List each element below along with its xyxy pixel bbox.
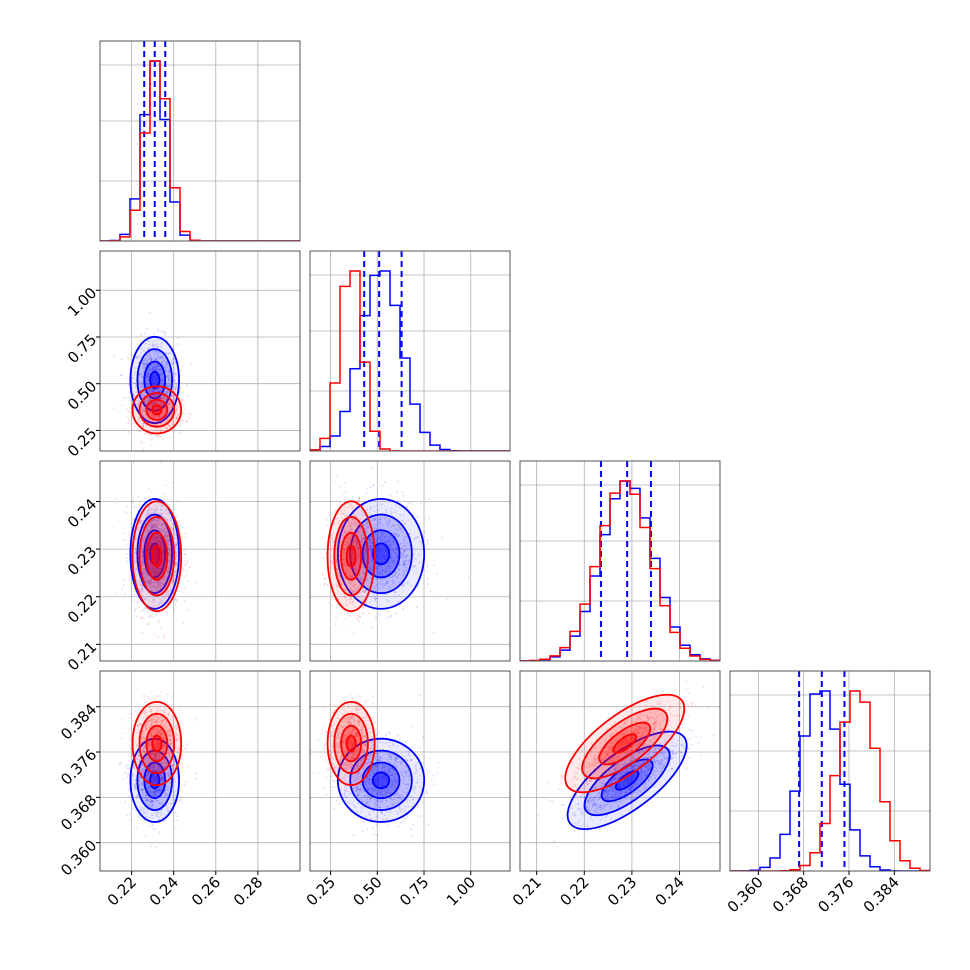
x-tick-label: 0.23	[604, 873, 640, 909]
contour-series-1	[138, 712, 176, 775]
contour-series-1	[340, 531, 363, 581]
x-tick-label: 0.360	[724, 873, 767, 916]
x-tick-label: 0.22	[556, 873, 592, 909]
y-tick-label: 0.50	[64, 377, 100, 413]
x-tick-label: 0.24	[146, 873, 182, 909]
panel-2-0	[114, 461, 197, 640]
y-tick-label: 0.24	[64, 495, 100, 531]
contour-series-1	[345, 544, 357, 568]
x-tick-label: 0.28	[230, 873, 266, 909]
contour-series-0	[614, 770, 640, 791]
panel-frame	[309, 460, 511, 662]
x-tick-label: 0.24	[652, 873, 688, 909]
contour-series-1	[138, 516, 176, 597]
contour-series-1	[151, 544, 163, 568]
y-tick-label: 0.21	[64, 638, 100, 674]
panel-content	[520, 461, 720, 661]
contour-series-0	[361, 529, 401, 579]
contour-series-1	[145, 531, 169, 581]
panel-content	[730, 671, 930, 871]
panel-content	[112, 311, 193, 451]
contour-series-1	[612, 733, 638, 754]
contour-series-1	[564, 693, 686, 794]
panel-3-1	[312, 693, 439, 837]
y-tick-label: 0.22	[64, 590, 100, 626]
x-tick-label: 0.26	[188, 873, 224, 909]
histogram-series-1	[520, 480, 720, 661]
x-tick-label: 0.22	[104, 873, 140, 909]
contour-series-0	[371, 542, 391, 566]
grid-layer	[100, 41, 930, 871]
contour-series-1	[581, 707, 669, 780]
panel-content	[537, 680, 715, 843]
histogram-series-0	[520, 480, 720, 661]
x-tick-label: 0.368	[769, 873, 812, 916]
panel-2-1	[321, 466, 471, 635]
panel-3-3	[730, 671, 930, 871]
contour-series-1	[145, 398, 169, 421]
panel-frame	[519, 670, 721, 872]
histogram-series-1	[100, 60, 300, 241]
panel-frame	[99, 40, 301, 242]
panel-0-0	[100, 41, 300, 241]
data-layer	[100, 41, 930, 871]
panel-content	[310, 251, 510, 451]
panel-frame	[99, 460, 301, 662]
contour-series-1	[340, 724, 363, 763]
contour-series-1	[138, 392, 176, 428]
y-tick-label: 0.368	[57, 791, 100, 834]
contour-series-0	[371, 771, 391, 790]
contour-series-0	[149, 370, 161, 390]
x-tick-label: 0.50	[349, 873, 385, 909]
contour-series-0	[349, 749, 413, 811]
panel-2-2	[520, 461, 720, 661]
x-tick-label: 1.00	[443, 873, 479, 909]
contour-series-1	[333, 712, 369, 775]
panel-content	[118, 691, 198, 849]
contour-series-0	[143, 360, 167, 400]
x-tick-label: 0.21	[509, 873, 545, 909]
contour-series-1	[151, 404, 163, 416]
histogram-series-1	[310, 270, 510, 451]
y-tick-label: 0.75	[64, 331, 100, 367]
x-tick-label: 0.384	[860, 873, 903, 916]
panel-frame	[519, 460, 721, 662]
panel-content	[100, 41, 300, 241]
panel-frame	[309, 250, 511, 452]
x-tick-label: 0.376	[814, 873, 857, 916]
scatter-series-0	[317, 694, 439, 837]
y-tick-label: 0.360	[57, 836, 100, 879]
panel-content	[321, 466, 471, 635]
y-tick-label: 0.23	[64, 543, 100, 579]
contour-series-1	[151, 734, 163, 753]
panel-1-1	[310, 251, 510, 451]
y-tick-label: 0.25	[64, 424, 100, 460]
panel-frame	[99, 250, 301, 452]
contour-series-0	[583, 744, 671, 817]
contour-series-1	[333, 516, 369, 597]
panel-frame	[729, 670, 931, 872]
contour-series-0	[136, 348, 174, 412]
panel-1-0	[112, 311, 193, 451]
contour-series-1	[345, 734, 357, 753]
x-tick-label: 0.75	[396, 873, 432, 909]
contour-series-1	[598, 721, 652, 766]
panel-3-2	[537, 680, 715, 843]
contour-series-0	[566, 730, 688, 831]
panel-3-0	[118, 691, 198, 849]
y-tick-label: 0.384	[57, 700, 100, 743]
axes-frames	[96, 40, 931, 875]
panel-content	[114, 461, 197, 640]
y-tick-label: 0.376	[57, 746, 100, 789]
x-tick-label: 0.25	[303, 873, 339, 909]
panel-content	[312, 693, 439, 837]
panel-frame	[99, 670, 301, 872]
y-tick-label: 1.00	[64, 284, 100, 320]
contour-series-1	[145, 724, 169, 763]
panel-frame	[309, 670, 511, 872]
